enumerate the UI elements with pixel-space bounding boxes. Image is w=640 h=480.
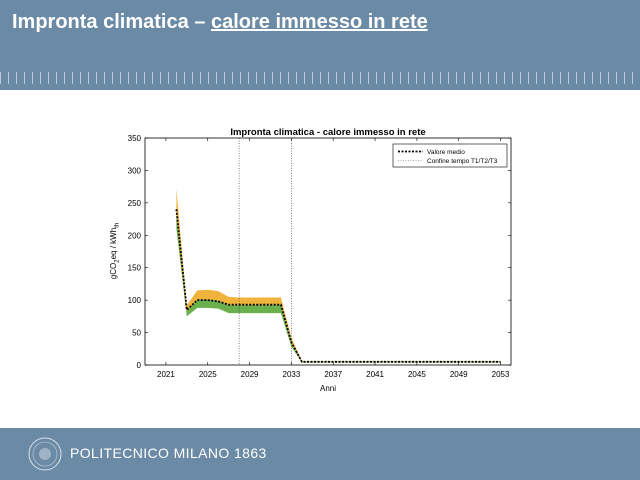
- y-tick-label: 300: [128, 166, 142, 175]
- x-tick-label: 2041: [366, 370, 384, 379]
- x-tick-label: 2029: [241, 370, 259, 379]
- plot-frame: [144, 137, 512, 366]
- x-tick-label: 2049: [450, 370, 468, 379]
- chart-title: Impronta climatica - calore immesso in r…: [230, 127, 425, 138]
- mean-series-line: [175, 209, 501, 363]
- legend: Valore medio Confine tempo T1/T2/T3: [392, 143, 508, 168]
- lower-band-area: [176, 215, 501, 363]
- y-tick-label: 0: [137, 361, 142, 370]
- x-tick-label: 2045: [408, 370, 426, 379]
- university-seal-icon: [28, 437, 62, 471]
- footer-brand: POLITECNICO MILANO 1863: [70, 445, 267, 461]
- bands-layer: [176, 188, 501, 363]
- title-prefix: Impronta climatica –: [12, 11, 211, 33]
- ticks-layer: 0 50 100 150 200 250 300 350 2021 2025 2029 2033 203…: [128, 134, 511, 379]
- header-bar: [0, 0, 640, 72]
- y-tick-label: 100: [128, 296, 142, 305]
- legend-label-boundary: Confine tempo T1/T2/T3: [427, 158, 498, 165]
- y-tick-label: 150: [128, 264, 142, 273]
- y-tick-label: 250: [128, 199, 142, 208]
- mean-line-layer: [175, 209, 501, 363]
- legend-box: [392, 143, 508, 168]
- y-tick-label: 50: [132, 329, 141, 338]
- x-tick-label: 2053: [492, 370, 510, 379]
- y-tick-label: 200: [128, 231, 142, 240]
- upper-band-area: [176, 188, 501, 362]
- legend-label-mean: Valore medio: [427, 149, 465, 156]
- title-underlined: calore immesso in rete: [210, 11, 428, 33]
- chart: 0 50 100 150 200 250 300 350 2021 2025 2029 2033 203…: [109, 127, 512, 393]
- vlines-layer: [238, 138, 292, 365]
- y-tick-label: 350: [128, 134, 142, 143]
- header-tick-pattern: [0, 72, 640, 84]
- x-tick-label: 2037: [324, 370, 342, 379]
- x-tick-label: 2021: [157, 370, 175, 379]
- y-axis-label: gCO2eq / kWhth: [109, 223, 121, 279]
- footer-bar: [0, 428, 640, 480]
- x-axis-label: Anni: [320, 384, 336, 393]
- slide-title: Impronta climatica – calore immesso in r…: [12, 11, 428, 34]
- x-tick-label: 2025: [199, 370, 217, 379]
- x-tick-label: 2033: [283, 370, 301, 379]
